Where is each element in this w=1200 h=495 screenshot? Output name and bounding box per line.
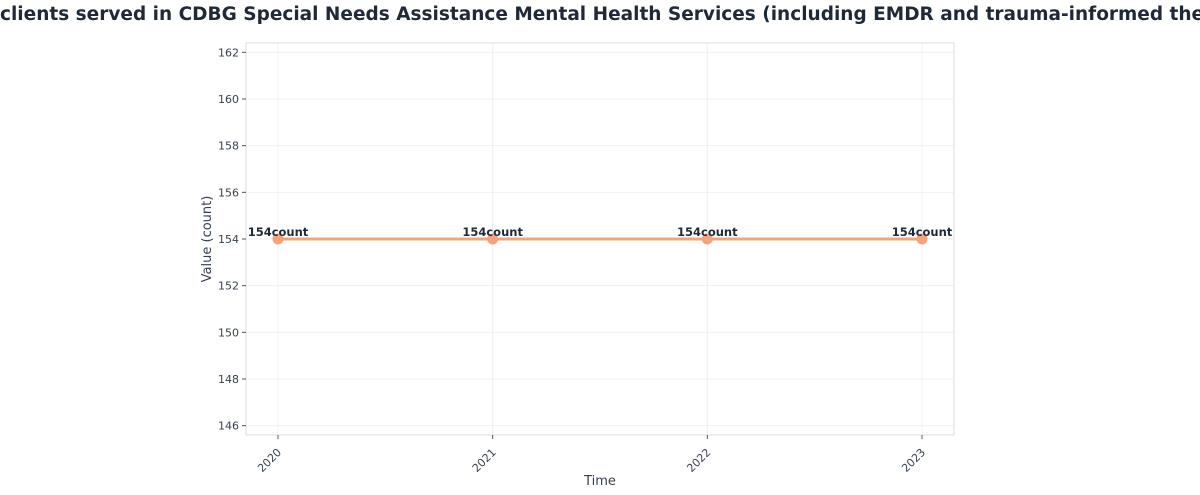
x-tick-label: 2022 [684,446,713,475]
y-tick-label: 156 [218,186,239,199]
x-tick-label: 2020 [255,446,284,475]
data-label: 154count [677,225,738,239]
y-axis-ticks: 146 148 150 152 154 156 158 160 162 [218,46,246,433]
y-tick-label: 158 [218,140,239,153]
data-point [916,233,928,245]
x-tick-label: 2023 [899,446,928,475]
x-axis-ticks: 2020 2021 2022 2023 [255,435,928,475]
y-tick-label: 150 [218,326,239,339]
series-layer [272,233,928,245]
y-tick-label: 154 [218,233,239,246]
data-point [701,233,713,245]
y-tick-label: 146 [218,420,239,433]
y-axis-label: Value (count) [200,196,215,283]
data-label: 154count [248,225,309,239]
x-axis-label: Time [583,474,616,489]
data-point [272,233,284,245]
data-labels: 154count 154count 154count 154count [248,225,953,239]
x-tick-label: 2021 [470,446,499,475]
data-label: 154count [892,225,953,239]
y-tick-label: 162 [218,46,239,59]
data-point [487,233,499,245]
chart-title: clients served in CDBG Special Needs Ass… [0,4,1200,25]
y-tick-label: 152 [218,280,239,293]
y-tick-label: 160 [218,93,239,106]
y-tick-label: 148 [218,373,239,386]
data-label: 154count [462,225,523,239]
